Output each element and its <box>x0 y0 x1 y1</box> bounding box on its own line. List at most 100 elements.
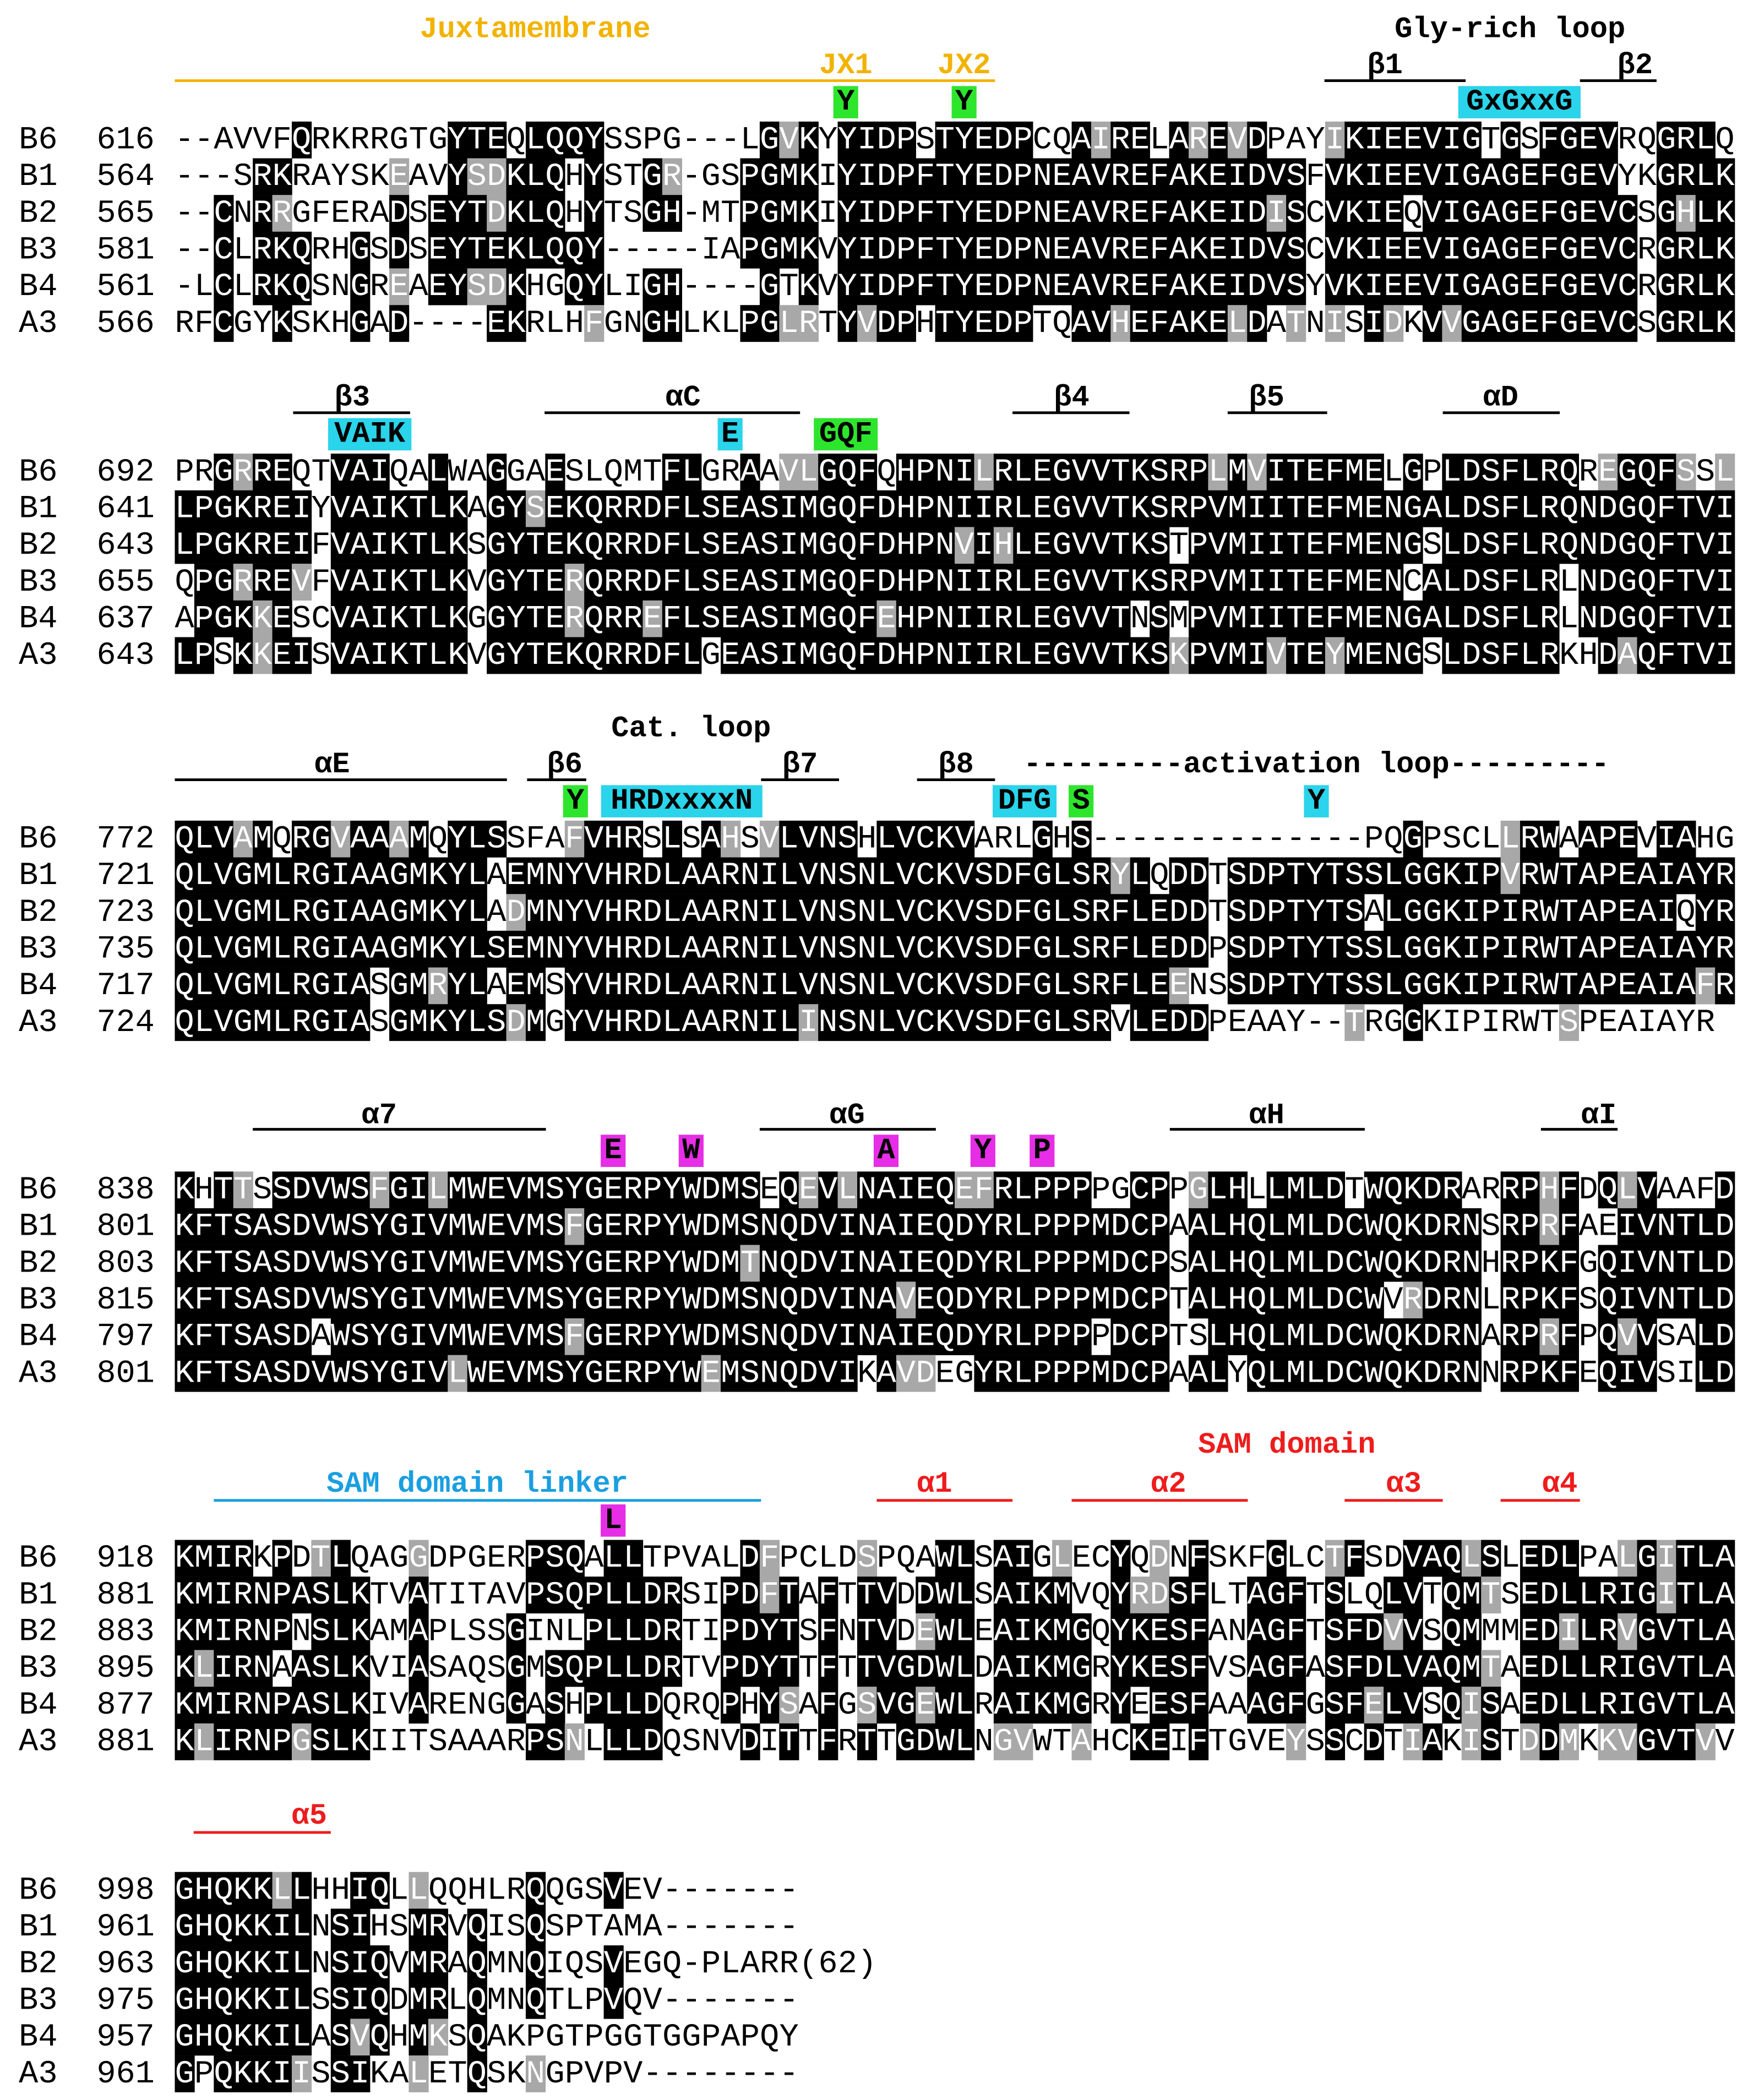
residue-shade <box>428 454 449 491</box>
annotation-label: β1 <box>1367 49 1402 83</box>
residue-shade <box>253 527 273 564</box>
residue-shade <box>1325 121 1346 159</box>
sequence-name: B3 <box>19 232 57 269</box>
residue-shade <box>779 490 799 527</box>
residue-shade <box>350 268 371 306</box>
residue-shade <box>837 490 858 527</box>
residue-shade <box>272 454 292 491</box>
residue-shade <box>1656 231 1677 269</box>
motif-box <box>951 86 977 118</box>
residue-shade <box>857 158 878 195</box>
sequence-highlight: LPSKKEISVAIKTLKVGYTEKQRRDFLGEASIMGQFDHPN… <box>175 637 1735 674</box>
residue-shade <box>798 195 819 232</box>
residue-shade <box>1422 231 1443 269</box>
residue-shade <box>448 121 468 159</box>
residue-shade <box>448 158 468 195</box>
start-position: 998 <box>96 1872 155 1908</box>
residue-shade <box>428 490 449 527</box>
residue-shade <box>1130 158 1150 195</box>
residue-shade <box>1695 195 1716 232</box>
residue-shade <box>1130 454 1150 491</box>
residue-shade <box>1013 454 1033 491</box>
annotation-label: α2 <box>1151 1468 1186 1501</box>
residue-shade <box>272 490 292 527</box>
residue-shade <box>1189 195 1209 232</box>
residue-shade <box>350 454 371 491</box>
residue-shade <box>955 268 975 306</box>
sequence-name: B3 <box>19 1281 57 1318</box>
start-position: 963 <box>96 1945 155 1982</box>
residue-shade <box>1715 195 1735 232</box>
residue-shade <box>1364 195 1384 232</box>
residue-shade <box>935 121 955 159</box>
start-position: 797 <box>96 1318 155 1355</box>
motif-box <box>814 418 878 451</box>
annotation-label: Juxtamembrane <box>420 13 650 46</box>
residue-shade <box>857 454 878 491</box>
motif-box <box>717 418 743 451</box>
residue-shade <box>389 490 410 527</box>
sequence-highlight: QLVGMLRGIASGMRYLAEMSYVHRDLAARNILVNSNLVCK… <box>175 967 1735 1004</box>
residue-shade <box>1403 454 1423 491</box>
sequence-highlight: --CNRRGFERADSEYTDKLQHYTSGH-MTPGMKIYIDPFT… <box>175 195 1735 232</box>
residue-shade <box>253 158 273 195</box>
residue-shade <box>779 195 799 232</box>
start-position: 838 <box>96 1171 155 1208</box>
residue-shade <box>1598 454 1618 491</box>
residue-shade <box>1110 490 1131 527</box>
residue-shade <box>1071 454 1092 491</box>
annotation-label: β7 <box>782 748 818 782</box>
residue-shade <box>1578 121 1599 159</box>
residue-shade <box>1676 268 1696 306</box>
residue-shade <box>1384 195 1404 232</box>
residue-shade <box>1286 158 1306 195</box>
residue-shade <box>1578 158 1599 195</box>
residue-shade <box>1130 268 1150 306</box>
residue-shade <box>1091 305 1112 342</box>
residue-shade <box>1559 231 1580 269</box>
residue-shade <box>662 454 682 491</box>
residue-shade <box>1150 490 1170 527</box>
residue-shade <box>448 195 468 232</box>
annotation-label: JX1 <box>819 49 873 83</box>
residue-shade <box>1266 195 1287 232</box>
residue-shade <box>525 490 546 527</box>
sequence-name: A3 <box>19 1355 57 1392</box>
residue-shade <box>525 527 546 564</box>
sequence-name: B2 <box>19 894 57 931</box>
residue-shade <box>642 195 663 232</box>
residue-shade <box>1676 305 1696 342</box>
residue-shade <box>837 121 858 159</box>
residue-shade <box>1481 454 1501 491</box>
residue-shade <box>1403 268 1423 306</box>
residue-shade <box>1539 305 1560 342</box>
residue-shade <box>1559 268 1580 306</box>
residue-shade <box>194 490 215 527</box>
residue-shade <box>467 231 487 269</box>
sequence-name: B3 <box>19 564 57 601</box>
residue-shade <box>1715 158 1735 195</box>
sequence-highlight: KFTSASDVWSYGIVMWEVMSFGERPYWDMSNQDVINAIEQ… <box>175 1208 1735 1245</box>
residue-shade <box>1208 231 1228 269</box>
sequence-highlight: KFTSASDVWSYGIVMWEVMSYGERPYWDMTNQDVINAIEQ… <box>175 1245 1735 1281</box>
residue-shade <box>935 195 955 232</box>
residue-shade <box>1110 158 1131 195</box>
sequence-highlight: ---SRKRAYSKEAVYSDKLQHYSTGR-GSPGMKIYIDPFT… <box>175 158 1735 195</box>
residue-shade <box>857 305 878 342</box>
residue-shade <box>603 490 624 527</box>
residue-shade <box>1539 454 1560 491</box>
residue-shade <box>564 527 585 564</box>
residue-shade <box>487 268 507 306</box>
annotation-label: αD <box>1483 381 1518 414</box>
residue-shade <box>1071 158 1092 195</box>
residue-shade <box>798 527 819 564</box>
residue-shade <box>993 490 1014 527</box>
residue-shade <box>1461 158 1482 195</box>
residue-shade <box>1032 268 1053 306</box>
annotation-label: Gly-rich loop <box>1395 13 1625 46</box>
residue-shade <box>1189 121 1209 159</box>
residue-shade <box>1384 305 1404 342</box>
start-position: 735 <box>96 931 155 968</box>
residue-shade <box>1247 195 1267 232</box>
